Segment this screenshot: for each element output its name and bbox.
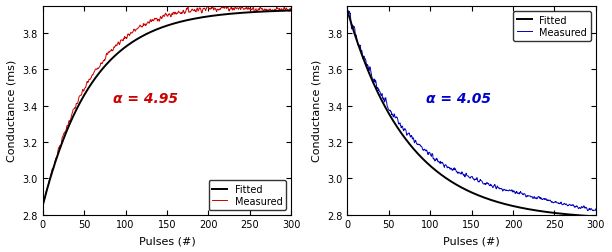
Fitted (271, 11, 278, 14)
Line: Fitted: Fitted (43, 11, 291, 206)
Fitted (344, 10, 351, 13)
X-axis label: Pulses (#): Pulses (#) (139, 235, 195, 245)
Measured (280, 7, 288, 10)
Fitted (592, 215, 600, 218)
Fitted (55, 151, 62, 154)
Measured (542, 197, 550, 200)
Fitted (280, 10, 287, 13)
Line: Fitted: Fitted (348, 11, 596, 217)
Fitted (426, 164, 433, 167)
Measured (222, 6, 229, 9)
Fitted (237, 12, 244, 15)
Measured (39, 201, 47, 204)
Fitted (288, 10, 295, 13)
Measured (584, 209, 592, 212)
Measured (272, 11, 279, 14)
Line: Measured: Measured (348, 12, 596, 211)
Legend: Fitted, Measured: Fitted, Measured (513, 12, 591, 41)
Measured (360, 57, 367, 60)
Measured (592, 207, 600, 210)
Fitted (86, 86, 93, 89)
Line: Measured: Measured (43, 7, 291, 203)
Fitted (39, 204, 47, 207)
Measured (345, 11, 352, 14)
Text: α = 4.05: α = 4.05 (426, 92, 491, 106)
Fitted (390, 121, 397, 124)
Measured (344, 14, 351, 17)
Measured (390, 113, 398, 116)
Fitted (576, 214, 583, 217)
Measured (288, 10, 295, 13)
Fitted (584, 215, 592, 218)
Fitted (542, 210, 549, 213)
Measured (86, 79, 93, 82)
X-axis label: Pulses (#): Pulses (#) (443, 235, 500, 245)
Measured (426, 151, 433, 154)
Y-axis label: Conductance (ms): Conductance (ms) (7, 60, 17, 162)
Text: α = 4.95: α = 4.95 (113, 92, 178, 106)
Measured (55, 146, 62, 149)
Fitted (121, 47, 129, 50)
Fitted (359, 57, 367, 60)
Measured (40, 202, 47, 205)
Measured (576, 206, 583, 209)
Measured (122, 37, 129, 40)
Legend: Fitted, Measured: Fitted, Measured (209, 180, 286, 210)
Measured (590, 209, 597, 212)
Y-axis label: Conductance (ms): Conductance (ms) (312, 60, 321, 162)
Measured (238, 7, 245, 10)
